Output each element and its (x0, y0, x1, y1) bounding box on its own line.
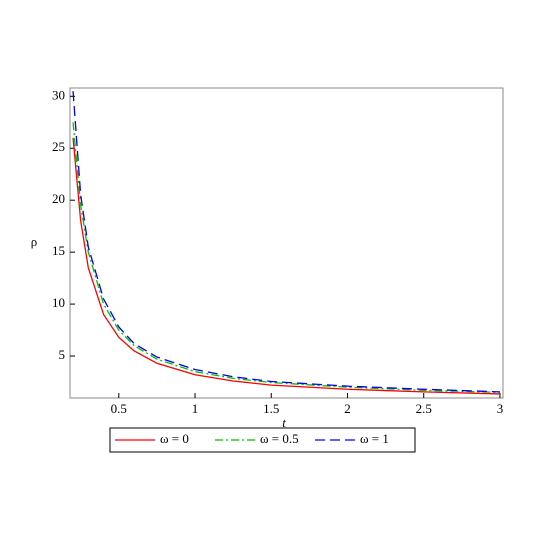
y-tick-label: 25 (52, 139, 65, 154)
legend-box (109, 427, 416, 453)
x-axis-label: t (282, 415, 286, 430)
plot-frame (69, 87, 504, 399)
line-series (72, 91, 500, 393)
y-tick-label: 10 (52, 295, 65, 310)
line-series (72, 122, 500, 394)
x-tick-label: 1 (192, 401, 199, 416)
x-tick-label: 1.5 (263, 401, 279, 416)
legend-label: ω = 0 (160, 431, 189, 446)
y-axis-label: ρ (31, 234, 38, 249)
y-tick-label: 30 (52, 87, 65, 102)
x-tick-label: 2 (344, 401, 351, 416)
x-tick-label: 0.5 (111, 401, 127, 416)
y-tick-label: 20 (52, 191, 65, 206)
x-tick-label: 3 (497, 401, 504, 416)
line-series (72, 137, 500, 395)
x-tick-label: 2.5 (416, 401, 432, 416)
y-tick-label: 5 (59, 347, 66, 362)
legend-label: ω = 0.5 (260, 431, 299, 446)
y-tick-label: 15 (52, 243, 65, 258)
legend-label: ω = 1 (360, 431, 389, 446)
